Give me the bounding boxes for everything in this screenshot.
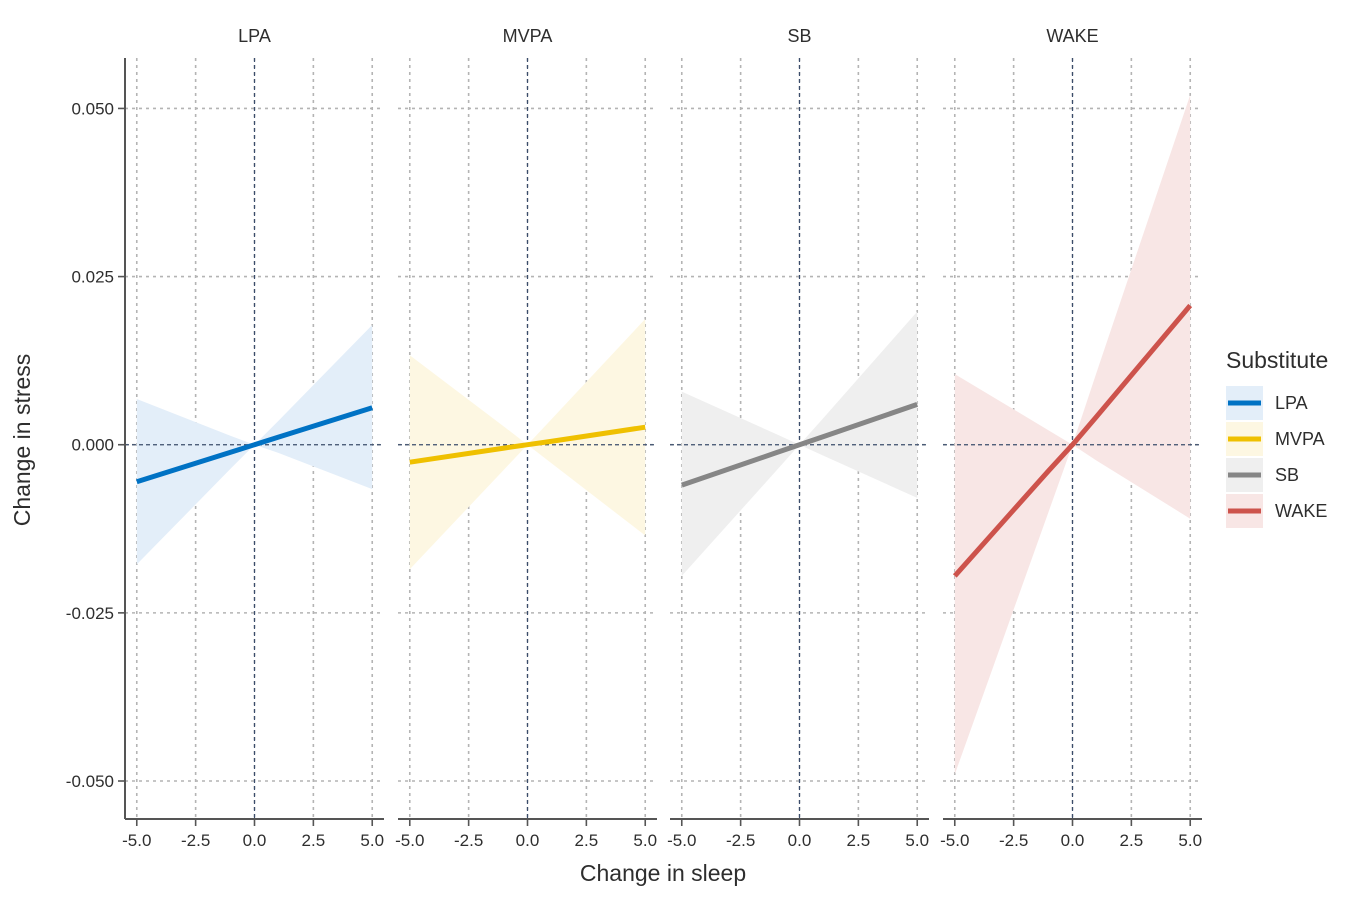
confidence-band-mvpa xyxy=(409,319,646,570)
x-tick-label: -2.5 xyxy=(181,831,210,850)
y-tick-label: 0.050 xyxy=(71,99,114,118)
x-tick-label: -5.0 xyxy=(395,831,424,850)
x-tick-label: 0.0 xyxy=(516,831,540,850)
facet-wake: WAKE -5.0 -2.5 0.0 2.5 5.0 xyxy=(940,26,1202,850)
y-tick-label: 0.025 xyxy=(71,268,114,287)
x-axis-title: Change in sleep xyxy=(580,860,746,886)
legend-label: SB xyxy=(1275,465,1299,485)
x-tick-label: -5.0 xyxy=(667,831,696,850)
y-axis-title: Change in stress xyxy=(9,354,35,527)
legend-item-sb: SB xyxy=(1226,458,1299,492)
x-tick-label: 5.0 xyxy=(633,831,657,850)
series-line-sb xyxy=(680,402,919,488)
x-tick-label: 5.0 xyxy=(360,831,384,850)
x-tick-label: 0.0 xyxy=(243,831,267,850)
facet-label-wake: WAKE xyxy=(1046,26,1098,46)
y-tick-label: -0.050 xyxy=(66,772,114,791)
legend-item-lpa: LPA xyxy=(1226,386,1308,420)
x-tick-label: 2.5 xyxy=(302,831,326,850)
x-tick-label: 0.0 xyxy=(788,831,812,850)
x-tick-label: 5.0 xyxy=(905,831,929,850)
y-tick-label: 0.000 xyxy=(71,436,114,455)
facet-label-mvpa: MVPA xyxy=(503,26,553,46)
facet-lpa: LPA -5.0 -2.5 0.0 2.5 5.0 xyxy=(122,26,384,850)
legend-label: LPA xyxy=(1275,393,1308,413)
x-tick-label: -2.5 xyxy=(999,831,1028,850)
x-tick-label: -5.0 xyxy=(940,831,969,850)
x-tick-label: -2.5 xyxy=(454,831,483,850)
x-tick-label: 2.5 xyxy=(575,831,599,850)
x-tick-label: 5.0 xyxy=(1178,831,1202,850)
confidence-band-wake xyxy=(954,95,1191,775)
y-tick-label: -0.025 xyxy=(66,604,114,623)
facet-label-lpa: LPA xyxy=(238,26,271,46)
facet-panels: LPA -5.0 -2.5 0.0 2.5 5.0 MVPA -5.0 -2.5 0.0 2.5 5.… xyxy=(122,26,1202,850)
legend-item-wake: WAKE xyxy=(1226,494,1327,528)
legend-label: MVPA xyxy=(1275,429,1325,449)
legend-item-mvpa: MVPA xyxy=(1226,422,1325,456)
series-line-lpa xyxy=(136,405,373,485)
x-tick-label: 2.5 xyxy=(847,831,871,850)
confidence-band-sb xyxy=(681,311,918,576)
y-axis: -0.050 -0.025 0.000 0.025 0.050 xyxy=(66,58,126,819)
legend-title: Substitute xyxy=(1226,347,1328,373)
x-tick-label: 2.5 xyxy=(1120,831,1144,850)
series-line-mvpa xyxy=(409,424,646,465)
facet-mvpa: MVPA -5.0 -2.5 0.0 2.5 5.0 xyxy=(395,26,657,850)
facet-sb: SB -5.0 -2.5 0.0 2.5 5.0 xyxy=(667,26,929,850)
x-tick-label: -2.5 xyxy=(726,831,755,850)
x-tick-label: -5.0 xyxy=(122,831,151,850)
legend-label: WAKE xyxy=(1275,501,1327,521)
facet-label-sb: SB xyxy=(787,26,811,46)
x-tick-label: 0.0 xyxy=(1061,831,1085,850)
series-line-wake xyxy=(952,303,1193,578)
legend: Substitute LPA MVPA SB WAKE xyxy=(1226,347,1328,528)
